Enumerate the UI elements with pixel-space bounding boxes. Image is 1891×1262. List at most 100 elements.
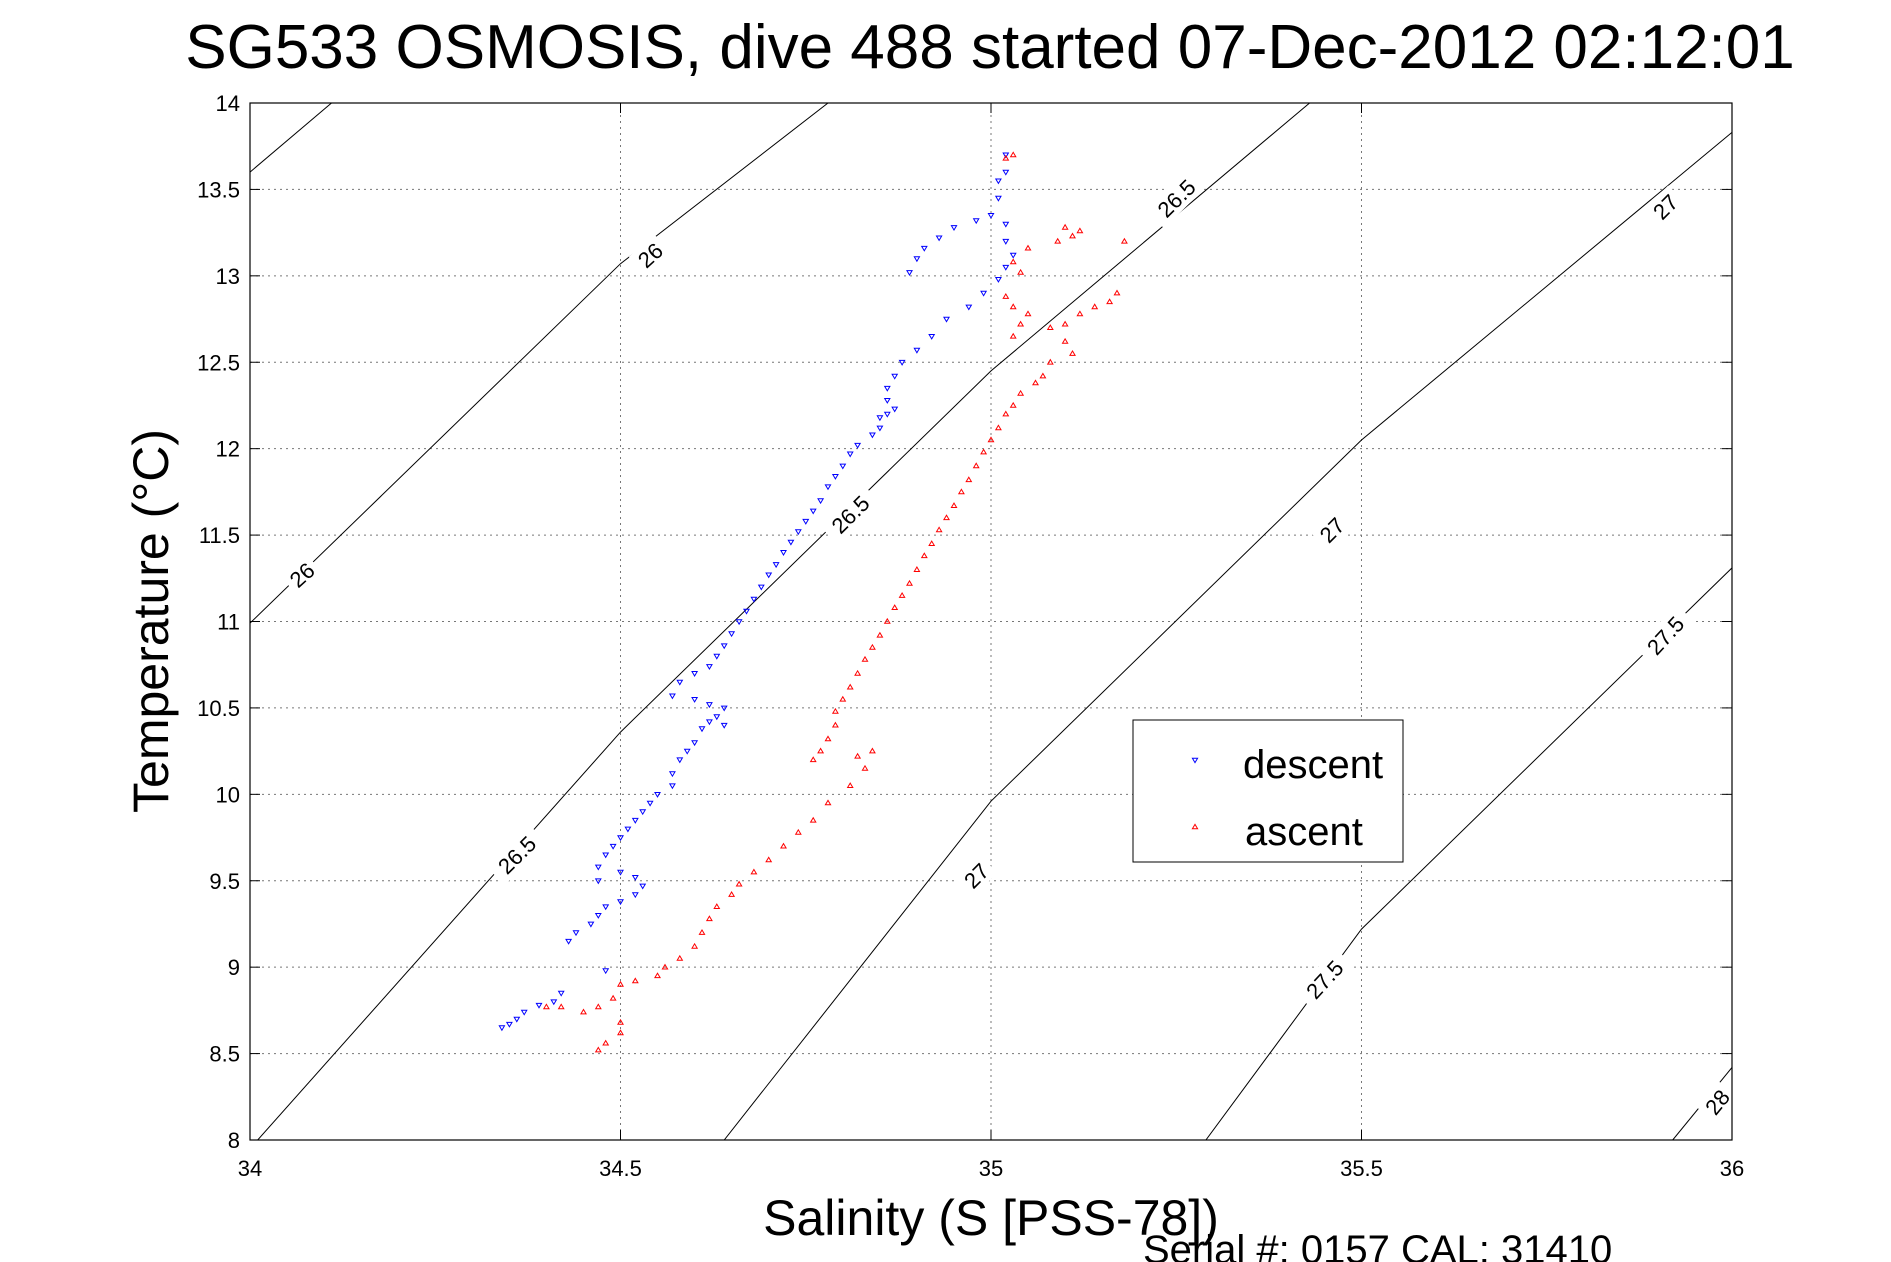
- ascent-point: [831, 707, 839, 714]
- ascent-point: [1017, 268, 1025, 275]
- descent-point: [713, 653, 721, 660]
- descent-point: [817, 498, 825, 505]
- descent-point: [772, 562, 780, 569]
- descent-point: [594, 864, 602, 871]
- ascent-point: [1061, 320, 1069, 327]
- descent-point: [705, 664, 713, 670]
- descent-point: [757, 584, 765, 591]
- ascent-point: [846, 782, 854, 788]
- descent-point: [691, 740, 699, 747]
- ascent-point: [809, 816, 817, 823]
- descent-point: [972, 218, 980, 225]
- descent-point: [602, 904, 610, 911]
- contour-label-bg: [1635, 604, 1696, 667]
- contour-label-bg: [628, 234, 672, 277]
- ascent-point: [1002, 410, 1010, 417]
- legend-label-ascent: ascent: [1245, 810, 1363, 854]
- y-tick-label: 8.5: [209, 1042, 240, 1067]
- ascent-point: [868, 643, 876, 650]
- descent-point: [780, 550, 787, 556]
- descent-point: [676, 679, 684, 686]
- sigma-contour-26: [250, 103, 332, 173]
- descent-point: [898, 359, 906, 366]
- ascent-point: [1069, 350, 1076, 356]
- ascent-point: [617, 1018, 624, 1025]
- y-tick-label: 9.5: [209, 869, 240, 894]
- ascent-point: [1120, 237, 1128, 244]
- ascent-point: [817, 747, 825, 754]
- sigma-contour-26: [250, 103, 829, 624]
- descent-point: [891, 373, 899, 380]
- descent-point: [565, 938, 573, 945]
- ascent-point: [1046, 358, 1054, 365]
- ascent-point: [883, 617, 891, 624]
- descent-point: [646, 800, 654, 807]
- legend-label-descent: descent: [1243, 743, 1383, 787]
- ascent-point: [950, 502, 958, 508]
- descent-point: [602, 852, 610, 859]
- descent-point: [831, 474, 839, 480]
- legend-box: [1132, 719, 1404, 863]
- descent-point: [1002, 152, 1010, 159]
- descent-point: [891, 406, 899, 413]
- ascent-point: [943, 514, 950, 521]
- descent-point: [802, 518, 810, 525]
- contour-label-bg: [1696, 1080, 1739, 1124]
- ascent-point: [1017, 320, 1025, 327]
- descent-point: [987, 213, 995, 219]
- descent-point: [720, 705, 728, 712]
- legend-symbol-descent: [1191, 757, 1199, 764]
- ascent-point: [698, 929, 706, 935]
- descent-point: [617, 899, 624, 906]
- descent-point: [935, 235, 943, 242]
- descent-point: [639, 883, 647, 890]
- descent-point: [1009, 252, 1017, 259]
- descent-point: [928, 334, 936, 340]
- ascent-point: [980, 448, 988, 455]
- ascent-point: [1024, 310, 1032, 317]
- descent-point: [557, 990, 565, 997]
- descent-point: [994, 178, 1002, 185]
- ascent-point: [594, 1003, 602, 1010]
- descent-point: [950, 225, 958, 231]
- ascent-point: [654, 972, 661, 979]
- ascent-point: [861, 764, 869, 771]
- descent-point: [617, 869, 624, 876]
- y-tick-label: 12: [216, 437, 240, 462]
- descent-point: [587, 921, 595, 928]
- descent-point: [906, 270, 913, 276]
- descent-point: [846, 451, 854, 458]
- ascent-point: [861, 655, 869, 662]
- y-tick-label: 11.5: [199, 523, 240, 548]
- legend-symbol-ascent: [1191, 823, 1199, 830]
- ascent-point: [705, 915, 713, 922]
- ascent-point: [1113, 289, 1121, 296]
- y-tick-label: 11: [217, 610, 240, 635]
- ascent-point: [1076, 227, 1084, 234]
- ascent-point: [965, 476, 973, 483]
- ascent-point: [1106, 298, 1114, 305]
- descent-point: [705, 719, 713, 726]
- descent-point: [743, 608, 750, 615]
- descent-point: [691, 697, 699, 703]
- ascent-point: [846, 683, 854, 690]
- ascent-point: [1061, 223, 1069, 230]
- ascent-point: [935, 526, 943, 533]
- descent-point: [617, 835, 624, 842]
- ascent-point: [1076, 310, 1084, 317]
- ascent-point: [1017, 389, 1025, 396]
- ascent-point: [987, 436, 995, 443]
- descent-point: [624, 826, 632, 833]
- grid-lines: [250, 103, 1732, 1140]
- axis-ticks: 34 34.5 35 35.5 36 8 8.5 9 9.5 10 10.5 11 11.5 12 12.5…: [197, 91, 1744, 1181]
- sigma-contour-27.5: [1205, 567, 1732, 1140]
- descent-point: [1002, 238, 1010, 245]
- descent-point: [913, 256, 921, 263]
- ascent-point: [1091, 303, 1099, 310]
- sigma-contour-27: [723, 132, 1732, 1140]
- ascent-point: [906, 579, 913, 586]
- ascent-point: [676, 954, 684, 961]
- descent-point: [639, 809, 647, 816]
- data-points: [498, 151, 1128, 1053]
